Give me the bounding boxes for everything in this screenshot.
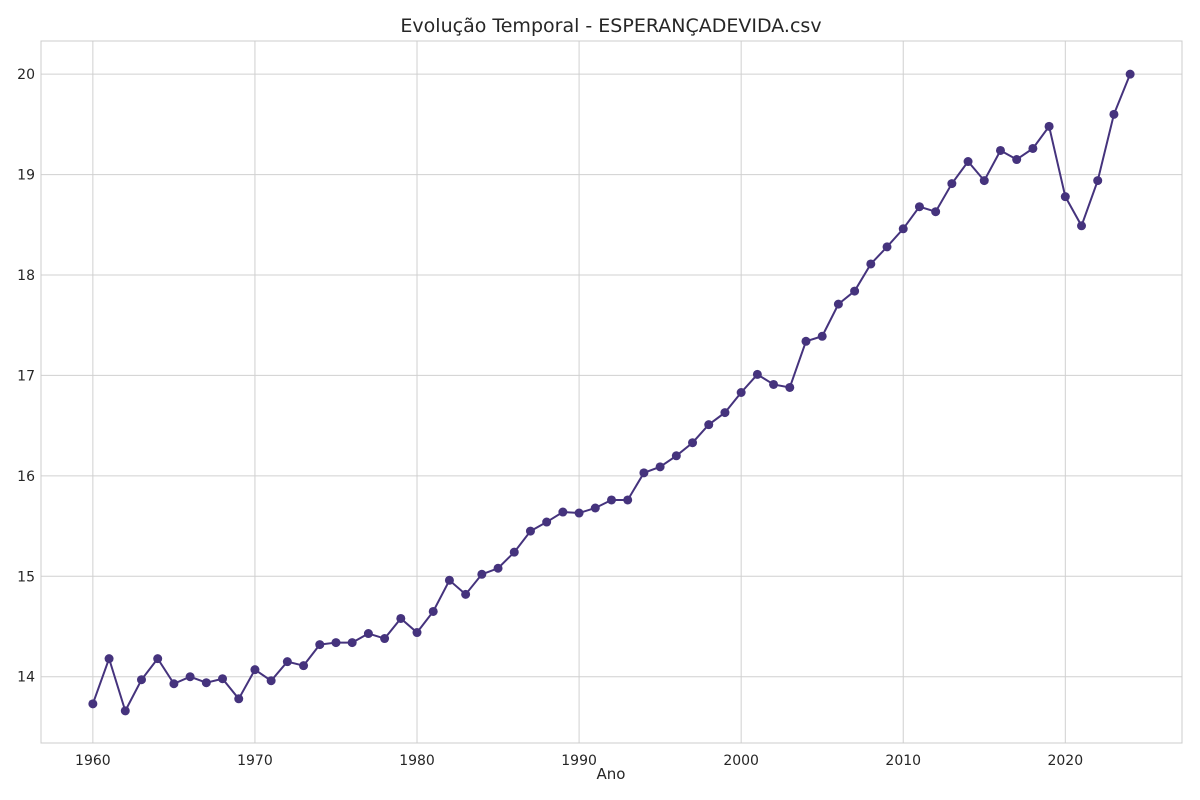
data-point	[688, 438, 698, 448]
data-point	[136, 675, 146, 685]
data-point	[1060, 192, 1070, 202]
data-points	[88, 69, 1135, 716]
data-point	[914, 202, 924, 212]
data-point	[477, 569, 487, 579]
x-tick-label: 2010	[885, 753, 921, 769]
data-point	[720, 408, 730, 418]
data-point	[169, 679, 179, 689]
data-point	[931, 207, 941, 217]
data-point	[234, 694, 244, 704]
data-point	[120, 706, 130, 716]
y-tick-label: 18	[17, 268, 35, 284]
y-tick-label: 20	[17, 67, 35, 83]
data-point	[493, 563, 503, 573]
data-point	[623, 495, 633, 505]
data-point	[817, 331, 827, 341]
data-point	[947, 179, 957, 189]
data-point	[963, 157, 973, 167]
data-point	[461, 589, 471, 599]
data-point	[104, 654, 114, 664]
data-point	[898, 224, 908, 234]
data-point	[509, 547, 519, 557]
data-point	[1044, 121, 1054, 131]
data-point	[1093, 176, 1103, 186]
data-point	[299, 661, 309, 671]
data-point	[607, 495, 616, 505]
data-point	[882, 242, 892, 252]
y-tick-label: 16	[17, 469, 35, 485]
x-tick-label: 2000	[723, 753, 759, 769]
data-point	[704, 420, 714, 430]
data-point	[282, 657, 292, 667]
data-point	[380, 634, 390, 644]
x-tick-label: 1960	[75, 753, 111, 769]
data-point	[331, 638, 341, 648]
data-point	[639, 468, 649, 478]
data-point	[250, 665, 260, 675]
data-point	[542, 517, 552, 527]
data-point	[218, 674, 228, 684]
data-point	[850, 286, 860, 296]
data-point	[153, 654, 163, 664]
x-tick-label: 1990	[561, 753, 597, 769]
data-point	[1109, 109, 1119, 119]
data-point	[88, 699, 98, 709]
data-point	[525, 526, 535, 536]
x-axis-ticks: 1960 1970 1980 1990 2000 2010 2020	[75, 753, 1083, 769]
data-point	[752, 369, 762, 379]
data-point	[1077, 221, 1087, 231]
data-point	[833, 299, 843, 309]
data-point	[315, 640, 325, 650]
x-tick-label: 1980	[399, 753, 435, 769]
data-point	[671, 451, 681, 461]
y-tick-label: 19	[17, 168, 35, 184]
data-point	[1012, 155, 1022, 165]
data-point	[558, 507, 568, 517]
data-point	[396, 613, 406, 623]
grid	[41, 41, 1182, 743]
x-tick-label: 1970	[237, 753, 273, 769]
data-point	[866, 259, 876, 269]
data-point	[363, 629, 373, 639]
data-point	[801, 336, 811, 346]
data-point	[785, 382, 795, 392]
data-point	[266, 676, 276, 686]
data-point	[979, 176, 989, 186]
y-tick-label: 15	[17, 569, 35, 585]
data-point	[769, 379, 779, 389]
x-axis-label: Ano	[597, 765, 626, 783]
y-tick-label: 17	[17, 368, 35, 384]
data-point	[736, 388, 746, 398]
data-point	[412, 628, 422, 638]
y-axis-ticks: 14 15 16 17 18 19 20	[17, 67, 35, 686]
data-point	[995, 145, 1005, 155]
data-point	[1028, 143, 1038, 153]
data-point	[185, 672, 195, 682]
data-point	[590, 503, 600, 513]
data-point	[655, 462, 665, 472]
plot-frame	[40, 40, 1183, 744]
data-point	[574, 508, 584, 518]
x-tick-label: 2020	[1047, 753, 1083, 769]
data-point	[444, 575, 454, 585]
data-point	[347, 638, 357, 648]
data-point	[201, 678, 211, 688]
chart-title: Evolução Temporal - ESPERANÇADEVIDA.csv	[400, 15, 821, 37]
data-point	[1125, 69, 1135, 79]
data-point	[428, 606, 438, 616]
y-tick-label: 14	[17, 670, 35, 686]
